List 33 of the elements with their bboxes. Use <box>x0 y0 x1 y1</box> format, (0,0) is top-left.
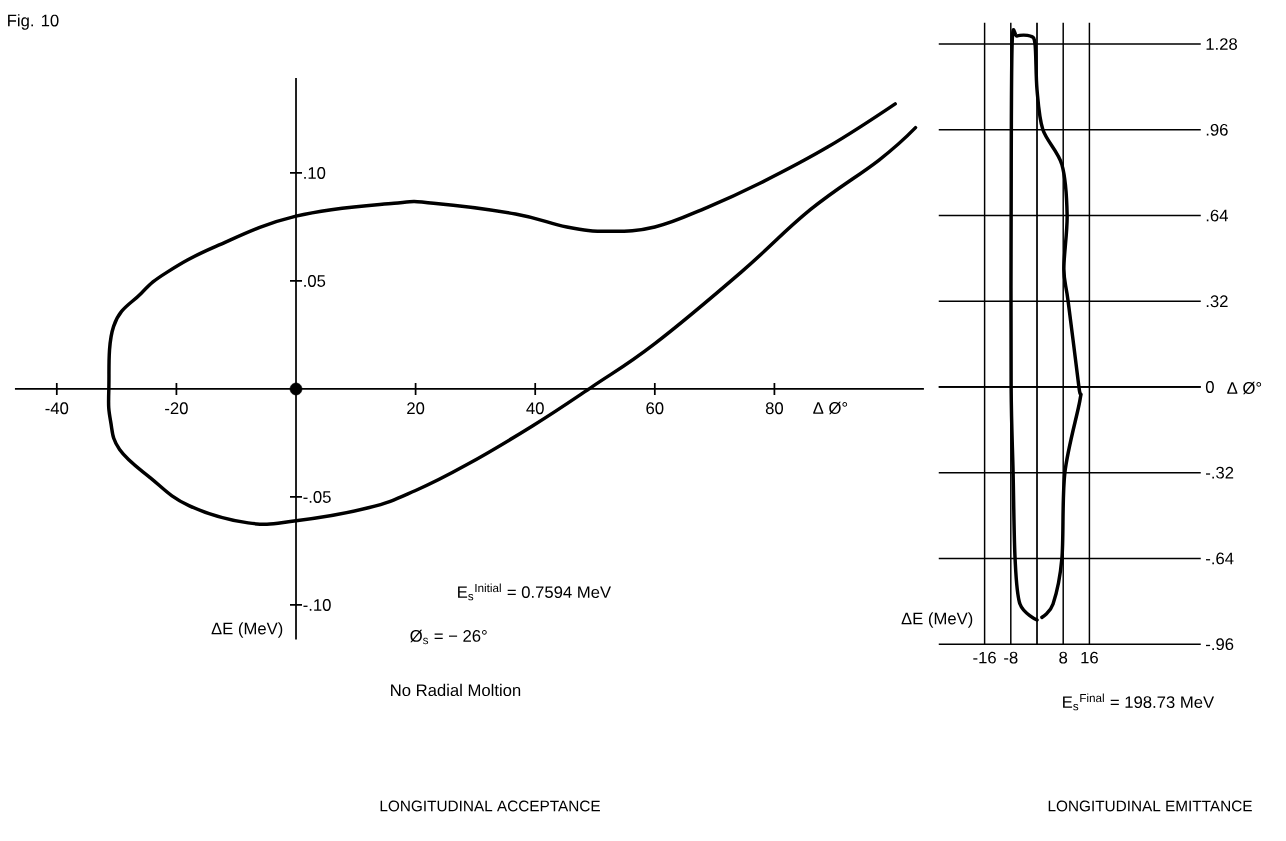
text: E$_{s}$$^{Final}$ = 198.73 MeV <box>1063 693 1215 711</box>
y-tick-label: -.32 <box>1206 466 1234 479</box>
x-tick-label: 80 <box>765 402 784 415</box>
x-axis-title: Δ Ø° <box>1227 381 1262 395</box>
y-tick-label: -.10 <box>303 599 331 611</box>
text: No Radial Moltion <box>391 683 521 697</box>
x-tick-label: 60 <box>646 402 664 415</box>
x-axis-title: Δ Ø° <box>813 401 848 415</box>
text: LONGITUDINAL ACCEPTANCE <box>380 800 600 812</box>
x-tick-label: -8 <box>1004 651 1018 664</box>
x-tick-label: 16 <box>1081 651 1098 664</box>
y-tick-label: .32 <box>1206 295 1228 308</box>
y-tick-label: .10 <box>304 167 326 179</box>
text: LONGITUDINAL EMITTANCE <box>1048 800 1252 812</box>
y-axis-title: ΔE (MeV) <box>211 622 283 638</box>
y-tick-label: -.05 <box>303 491 331 503</box>
annotation: Ø$_{s}$ = − 26° <box>410 629 487 645</box>
y-tick-label: .05 <box>304 275 326 287</box>
x-tick-label: 8 <box>1059 651 1068 664</box>
y-tick-label: .64 <box>1206 209 1228 222</box>
y-axis-title: ΔE (MeV) <box>901 612 973 628</box>
y-tick-label: -.64 <box>1206 552 1234 565</box>
y-tick-label: 1.28 <box>1206 38 1237 50</box>
x-tick-label: 40 <box>526 402 544 415</box>
x-tick-label: -16 <box>973 651 996 664</box>
x-tick-label: -20 <box>165 402 188 415</box>
y-tick-label: 0 <box>1205 381 1214 393</box>
x-tick-label: 20 <box>407 402 425 415</box>
y-tick-label: -.96 <box>1206 638 1234 651</box>
x-tick-label: -40 <box>45 402 69 415</box>
y-tick-label: .96 <box>1206 123 1228 136</box>
caption: Fig. 10 <box>8 14 59 30</box>
annotation: E$_{s}$$^{Initial}$ = 0.7594 MeV <box>458 583 612 601</box>
